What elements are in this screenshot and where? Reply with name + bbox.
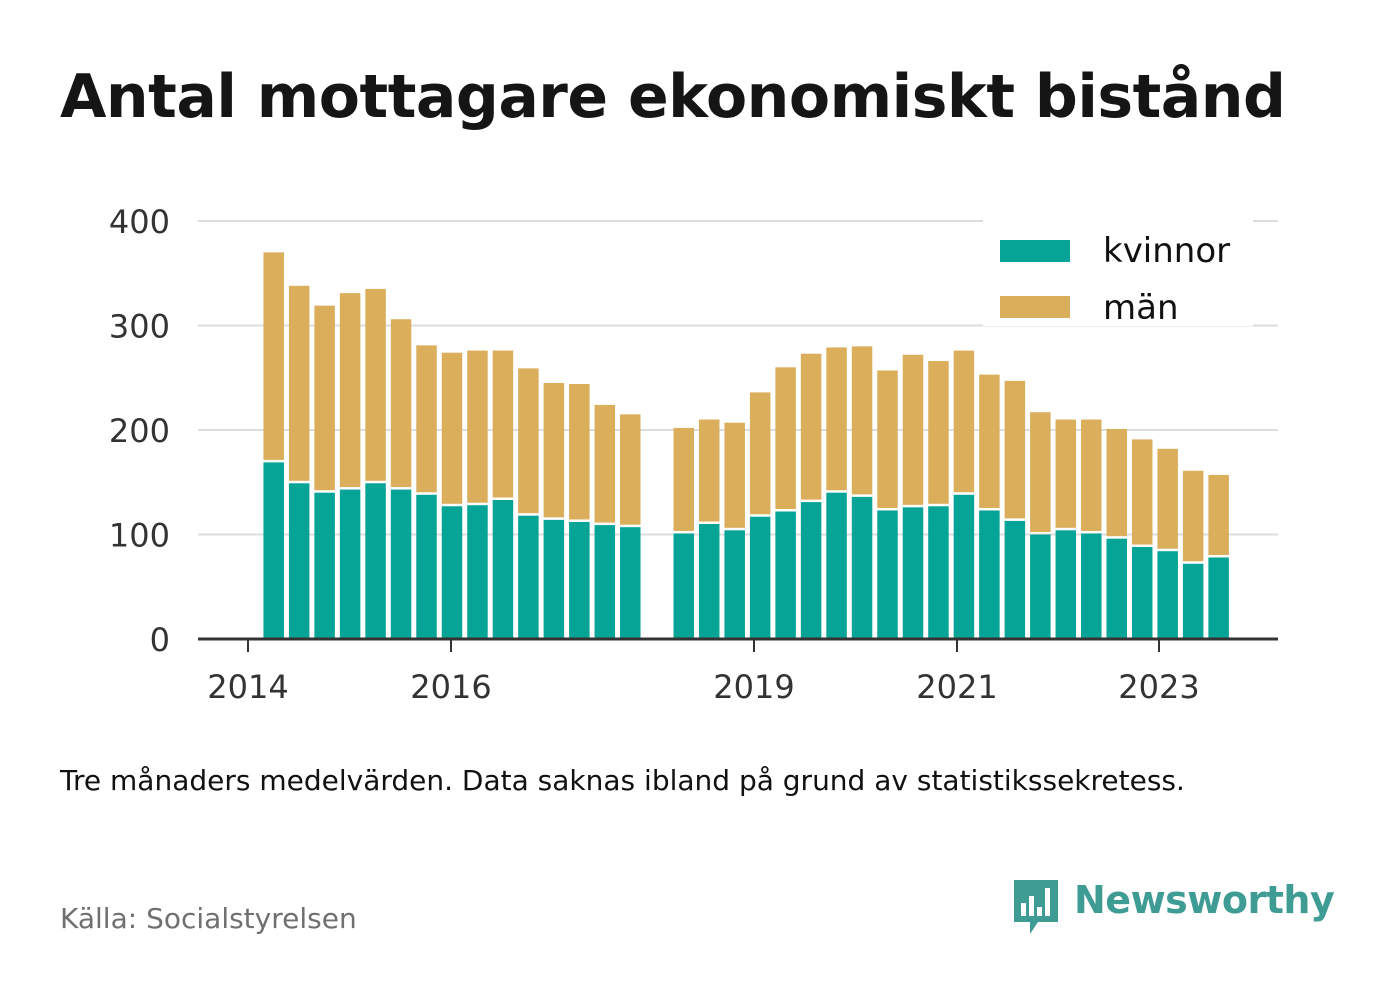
bar-man: [724, 422, 745, 528]
bar-kvinnor: [441, 506, 463, 639]
bar-kvinnor: [953, 494, 975, 639]
bar-man: [775, 367, 796, 510]
bar-kvinnor: [1004, 520, 1026, 639]
bar-kvinnor: [416, 494, 437, 639]
legend: kvinnor män: [983, 220, 1253, 328]
bar-kvinnor: [826, 492, 847, 639]
bar-kvinnor: [902, 507, 924, 639]
bar-kvinnor: [1055, 530, 1077, 639]
bar-man: [979, 374, 1000, 508]
bar-kvinnor: [314, 492, 335, 639]
bar-man: [1106, 428, 1127, 537]
bar-man: [826, 347, 847, 491]
bar-man: [543, 382, 565, 518]
bar-kvinnor: [979, 510, 1000, 639]
source-label: Källa: Socialstyrelsen: [60, 902, 357, 935]
bar-man: [698, 419, 720, 522]
axis-ticks: 2014 2016 2019 2021 2023: [207, 639, 1200, 706]
bar-kvinnor: [492, 500, 514, 639]
bar-man: [365, 288, 386, 481]
bar-man: [673, 427, 694, 531]
y-tick-label: 100: [109, 517, 170, 555]
bar-man: [1182, 470, 1204, 562]
bar-man: [492, 350, 514, 498]
legend-label-man: män: [1103, 288, 1179, 328]
bar-man: [1055, 419, 1077, 528]
bar-man: [569, 384, 590, 520]
chart-note: Tre månaders medelvärden. Data saknas ib…: [60, 764, 1185, 797]
bar-man: [288, 285, 310, 481]
bar-kvinnor: [569, 521, 590, 639]
bar-man: [1157, 448, 1178, 549]
bar-kvinnor: [673, 533, 694, 639]
bar-kvinnor: [800, 502, 822, 639]
newsworthy-logo[interactable]: Newsworthy: [1010, 876, 1335, 942]
bar-man: [851, 346, 873, 495]
legend-label-kvinnor: kvinnor: [1103, 231, 1230, 271]
bar-man: [1208, 474, 1229, 555]
legend-swatch-man: [1000, 296, 1070, 318]
bar-man: [441, 352, 463, 504]
bar-man: [339, 293, 361, 488]
bar-kvinnor: [749, 516, 771, 639]
bar-man: [1081, 419, 1102, 531]
chart-title: Antal mottagare ekonomiskt bistånd: [60, 62, 1286, 132]
bar-man: [1004, 380, 1026, 519]
bar-kvinnor: [365, 483, 386, 639]
x-tick-label: 2021: [916, 668, 997, 706]
bar-man: [953, 350, 975, 493]
bar-kvinnor: [698, 524, 720, 639]
bar-kvinnor: [775, 511, 796, 639]
bar-kvinnor: [1182, 563, 1204, 639]
bar-man: [1030, 412, 1051, 532]
legend-swatch-kvinnor: [1000, 240, 1070, 262]
bar-kvinnor: [339, 489, 361, 639]
bar-man: [1131, 439, 1153, 545]
y-tick-label: 300: [109, 308, 170, 346]
bar-kvinnor: [594, 525, 616, 639]
bar-kvinnor: [467, 505, 488, 639]
x-tick-label: 2014: [207, 668, 288, 706]
bar-man: [314, 305, 335, 491]
brand-name: Newsworthy: [1074, 878, 1335, 922]
bar-kvinnor: [390, 489, 412, 639]
bar-man: [800, 353, 822, 500]
bar-man: [518, 368, 539, 514]
newsworthy-logo-icon: [1010, 876, 1062, 942]
bar-kvinnor: [263, 462, 284, 639]
bar-kvinnor: [1030, 534, 1051, 639]
bar-kvinnor: [1081, 533, 1102, 639]
bars: [263, 252, 1229, 639]
bar-man: [902, 354, 924, 505]
bar-kvinnor: [1131, 547, 1153, 639]
x-tick-label: 2019: [713, 668, 794, 706]
bar-kvinnor: [1157, 551, 1178, 639]
bar-man: [749, 392, 771, 515]
bar-kvinnor: [620, 527, 641, 639]
bar-kvinnor: [543, 519, 565, 639]
y-tick-label: 400: [109, 203, 170, 241]
bar-kvinnor: [1208, 557, 1229, 639]
bar-man: [467, 350, 488, 503]
bar-man: [263, 252, 284, 460]
x-tick-label: 2016: [410, 668, 491, 706]
bar-kvinnor: [288, 483, 310, 639]
bar-man: [877, 370, 898, 508]
bar-man: [390, 319, 412, 488]
y-tick-label: 200: [109, 412, 170, 450]
stacked-bar-chart: 0 100 200 300 400 2014 2016 2019 2021 2023 kvinn…: [109, 203, 1278, 706]
bar-man: [620, 414, 641, 525]
bar-kvinnor: [518, 515, 539, 639]
bar-man: [928, 361, 949, 504]
bar-kvinnor: [928, 506, 949, 639]
bar-man: [416, 345, 437, 493]
bar-kvinnor: [724, 530, 745, 639]
x-tick-label: 2023: [1118, 668, 1199, 706]
bar-kvinnor: [877, 510, 898, 639]
bar-man: [594, 404, 616, 523]
y-tick-label: 0: [150, 621, 170, 659]
bar-kvinnor: [1106, 538, 1127, 639]
bar-kvinnor: [851, 496, 873, 639]
